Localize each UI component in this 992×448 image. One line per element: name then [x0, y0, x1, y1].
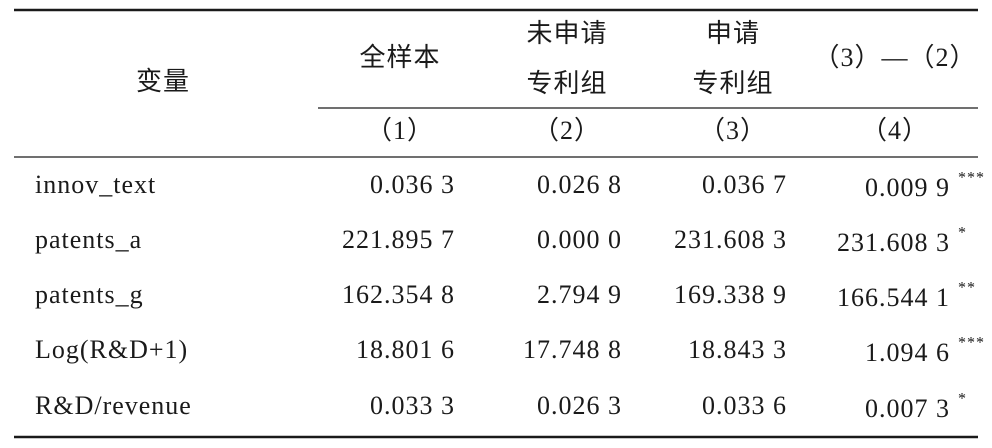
cell-value: 0.036 7: [702, 170, 787, 199]
cell-value: 0.033 6: [702, 391, 787, 420]
row-label: patents_a: [35, 225, 142, 254]
row-label: R&D/revenue: [35, 391, 192, 420]
column-header: 未申请: [526, 19, 607, 48]
significance-stars: ***: [958, 170, 985, 187]
cell-value: 169.338 9: [674, 280, 787, 309]
row-label: innov_text: [35, 170, 156, 199]
cell-value: 0.009 9: [865, 173, 950, 202]
column-header: （3）—（2）: [813, 43, 976, 72]
cell-value: 221.895 7: [342, 225, 455, 254]
cell-value: 18.843 3: [688, 335, 787, 364]
cell-value: 2.794 9: [537, 280, 622, 309]
cell-value: 166.544 1: [837, 283, 950, 312]
row-label: Log(R&D+1): [35, 335, 188, 364]
column-number: （1）: [366, 116, 434, 145]
cell-value: 0.026 8: [537, 170, 622, 199]
variable-header: 变量: [136, 67, 190, 96]
column-header: 专利组: [692, 69, 773, 98]
cell-value: 18.801 6: [356, 335, 455, 364]
cell-value: 0.026 3: [537, 391, 622, 420]
cell-value: 162.354 8: [342, 280, 455, 309]
cell-value: 17.748 8: [523, 335, 622, 364]
column-header: 申请: [706, 19, 760, 48]
significance-stars: **: [958, 280, 976, 297]
cell-value: 0.036 3: [370, 170, 455, 199]
cell-value: 0.007 3: [865, 394, 950, 423]
column-header: 全样本: [359, 43, 440, 72]
cell-value: 0.000 0: [537, 225, 622, 254]
cell-value: 0.033 3: [370, 391, 455, 420]
column-header: 专利组: [526, 69, 607, 98]
cell-value: 231.608 3: [674, 225, 787, 254]
row-label: patents_g: [35, 280, 144, 309]
column-number: （4）: [861, 116, 929, 145]
significance-stars: *: [958, 225, 967, 242]
cell-value: 231.608 3: [837, 228, 950, 257]
column-number: （2）: [533, 116, 601, 145]
column-number: （3）: [699, 116, 767, 145]
significance-stars: ***: [958, 335, 985, 352]
cell-value: 1.094 6: [865, 338, 950, 367]
significance-stars: *: [958, 391, 967, 408]
